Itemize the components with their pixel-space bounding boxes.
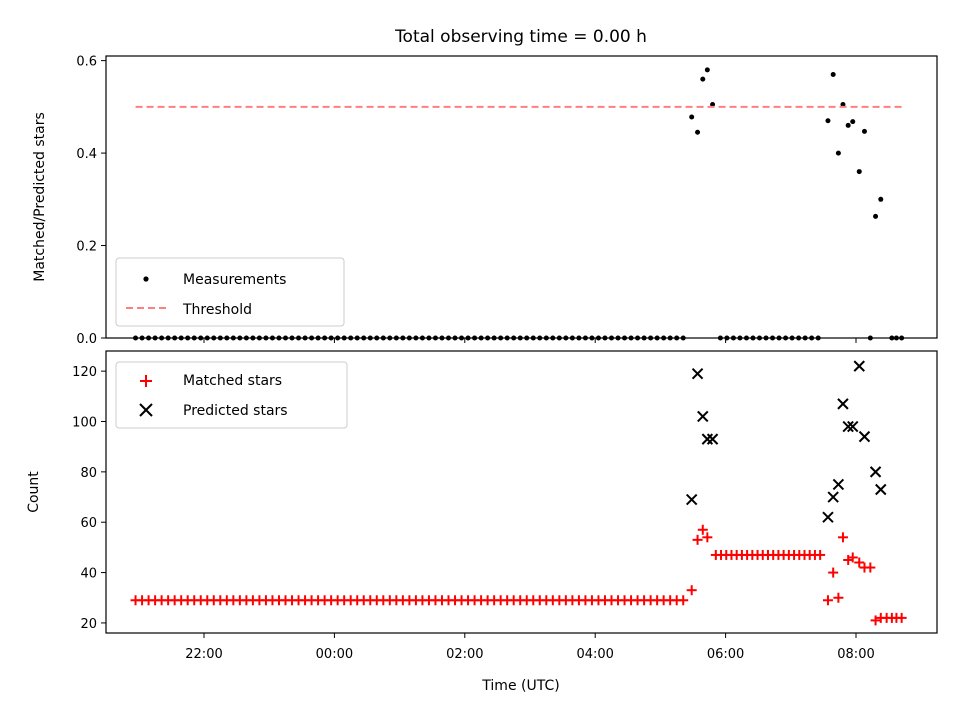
bottom-x-tick-label: 00:00 <box>316 647 353 662</box>
matched-stars-point <box>815 549 826 560</box>
bottom-x-tick-label: 02:00 <box>446 647 483 662</box>
x-axis-label: Time (UTC) <box>481 678 559 694</box>
bottom-y-tick-label: 20 <box>80 617 97 632</box>
bottom-x-tick-label: 04:00 <box>576 647 613 662</box>
chart-title: Total observing time = 0.00 h <box>394 27 647 47</box>
predicted-stars-point <box>832 478 845 491</box>
bottom-x-tick-label: 08:00 <box>837 647 874 662</box>
legend-threshold-label: Threshold <box>182 302 252 318</box>
bottom-legend: Matched stars Predicted stars <box>115 361 348 429</box>
bottom-y-tick-label: 120 <box>72 365 97 380</box>
measurements-point <box>873 213 879 219</box>
bottom-y-tick-label: 40 <box>80 567 97 582</box>
measurements-point <box>700 76 706 82</box>
bottom-y-tick-label: 60 <box>80 516 97 531</box>
legend-measurements-label: Measurements <box>183 272 286 288</box>
matched-stars-point <box>828 567 839 578</box>
measurements-point <box>850 119 856 125</box>
matched-stars-point <box>865 562 876 573</box>
predicted-stars-point <box>837 398 849 410</box>
measurements-point <box>856 169 862 175</box>
measurements-point <box>835 150 841 156</box>
top-y-axis-label: Matched/Predicted stars <box>32 112 48 282</box>
measurements-point <box>704 67 710 73</box>
top-legend-box <box>115 257 345 327</box>
matched-stars-point <box>702 532 713 543</box>
measurements-point <box>861 128 867 134</box>
matched-stars-point <box>837 532 848 543</box>
measurements-point <box>830 71 836 77</box>
legend-measurements-marker <box>143 276 149 282</box>
top-axes: 0.0 0.2 0.4 0.6 Matched/Predicted stars Mea… <box>32 55 938 347</box>
matched-stars-point <box>678 595 689 606</box>
legend-predicted-label: Predicted stars <box>183 403 288 419</box>
legend-matched-marker <box>140 375 152 387</box>
bottom-x-tick-label: 22:00 <box>185 647 222 662</box>
matched-stars-point <box>833 592 844 603</box>
top-y-tick-label: 0.4 <box>76 147 97 162</box>
top-axes-frame <box>105 55 938 339</box>
bottom-y-tick-label: 100 <box>72 416 97 431</box>
matched-stars-point <box>847 552 858 563</box>
top-y-tick-label: 0.6 <box>76 55 97 70</box>
predicted-stars-point <box>827 491 839 503</box>
measurements-point <box>689 114 695 120</box>
predicted-stars-point <box>691 367 704 380</box>
measurements-point <box>825 118 831 124</box>
predicted-stars-point <box>853 360 865 372</box>
bottom-y-axis-label: Count <box>26 471 42 513</box>
predicted-stars-point <box>875 483 887 496</box>
bottom-axes: 20 40 60 80 100 120 22:00 00:00 02:00 04:00 06:00 0… <box>26 350 938 694</box>
predicted-stars-point <box>822 511 834 523</box>
bottom-y-tick-label: 80 <box>80 466 97 481</box>
predicted-stars-point <box>697 410 709 423</box>
predicted-stars-point <box>847 420 859 433</box>
bottom-legend-box <box>115 361 348 429</box>
predicted-stars-point <box>869 466 882 478</box>
measurements-point <box>695 129 701 135</box>
matched-stars-point <box>822 595 833 606</box>
measurements-point <box>878 196 884 202</box>
legend-matched-label: Matched stars <box>183 373 282 389</box>
predicted-stars-point <box>706 433 719 445</box>
bottom-axes-frame <box>105 350 938 634</box>
measurements-point <box>710 102 716 108</box>
matched-stars-point <box>870 615 881 626</box>
top-y-tick-label: 0.0 <box>76 332 97 347</box>
predicted-stars-point <box>701 433 714 445</box>
top-y-tick-label: 0.2 <box>76 240 97 255</box>
legend-predicted-marker <box>139 403 153 417</box>
top-legend: Measurements Threshold <box>115 257 345 327</box>
measurements-point <box>845 122 851 128</box>
predicted-stars-point <box>842 420 854 433</box>
predicted-stars-point <box>685 493 698 506</box>
bottom-x-tick-label: 06:00 <box>707 647 744 662</box>
matched-stars-point <box>697 524 708 535</box>
measurements-point <box>840 102 846 108</box>
matched-stars-point <box>692 534 703 545</box>
matched-stars-point <box>854 557 865 568</box>
predicted-stars-point <box>858 430 871 443</box>
matched-stars-point <box>686 585 697 596</box>
matched-stars-point <box>896 612 907 623</box>
